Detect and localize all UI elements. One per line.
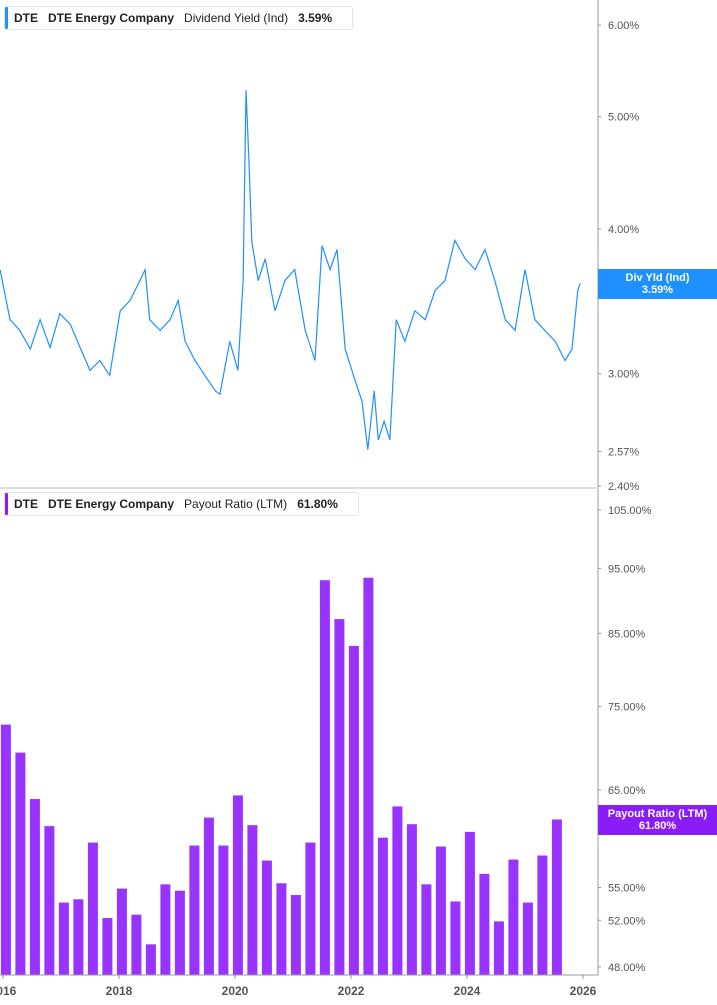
payout-bar (363, 577, 374, 975)
payout-bar (44, 826, 55, 975)
payout-bar (334, 619, 345, 975)
y-tick-label: 5.00% (608, 112, 639, 124)
yield-legend-swatch (5, 7, 8, 29)
legend-metric: Payout Ratio (LTM) (184, 497, 288, 511)
payout-bar (87, 842, 98, 975)
x-tick-label: 2020 (222, 984, 249, 998)
payout-ratio-legend: DTE DTE Energy Company Payout Ratio (LTM… (4, 492, 359, 516)
payout-bar (493, 921, 504, 975)
payout-bar (131, 914, 142, 975)
payout-bar (160, 884, 171, 975)
payout-bar (421, 884, 432, 975)
y-tick-label: 6.00% (608, 20, 639, 32)
payout-bar (247, 825, 258, 975)
legend-company: DTE Energy Company (48, 497, 175, 511)
x-tick-label: 2016 (0, 984, 17, 998)
legend-metric: Dividend Yield (Ind) (184, 11, 289, 25)
payout-bar (551, 819, 562, 975)
payout-bar (174, 890, 185, 975)
y-tick-label: 2.40% (608, 481, 639, 493)
dividend-yield-line (0, 90, 581, 450)
badge-label: Payout Ratio (LTM) (607, 808, 708, 820)
legend-ticker: DTE (14, 497, 38, 511)
y-tick-label: 2.57% (608, 447, 639, 459)
payout-bar (261, 860, 272, 975)
legend-value: 3.59% (298, 11, 333, 25)
payout-bar (203, 817, 214, 975)
payout-bar (58, 902, 69, 975)
payout-bar (73, 899, 84, 975)
y-tick-label: 55.00% (608, 883, 646, 895)
payout-bar (290, 894, 301, 975)
payout-bar (377, 837, 388, 975)
legend-company: DTE Energy Company (48, 11, 175, 25)
payout-legend-swatch (5, 493, 8, 515)
payout-bar (479, 873, 490, 975)
legend-ticker: DTE (14, 11, 38, 25)
x-tick-label: 2026 (570, 984, 597, 998)
payout-bar (29, 799, 40, 975)
payout-bar (102, 918, 113, 975)
y-tick-label: 75.00% (608, 701, 646, 713)
dividend-yield-badge: Div Yld (Ind) 3.59% (598, 269, 717, 299)
y-tick-label: 95.00% (608, 563, 646, 575)
payout-bar (537, 855, 548, 975)
badge-value: 3.59% (641, 284, 674, 296)
x-tick-label: 2022 (338, 984, 365, 998)
dividend-yield-legend: DTE DTE Energy Company Dividend Yield (I… (4, 6, 354, 30)
payout-bar (0, 724, 11, 975)
payout-bar (276, 883, 287, 975)
payout-bar (145, 944, 156, 975)
y-tick-label: 3.00% (608, 369, 639, 381)
y-tick-label: 52.00% (608, 915, 646, 927)
payout-bar (15, 752, 26, 975)
legend-value: 61.80% (297, 497, 338, 511)
payout-bar (218, 845, 229, 975)
payout-bar (392, 806, 403, 975)
y-tick-label: 85.00% (608, 628, 646, 640)
y-tick-label: 65.00% (608, 785, 646, 797)
x-tick-label: 2024 (454, 984, 481, 998)
y-tick-label: 4.00% (608, 224, 639, 236)
payout-bar (508, 859, 519, 975)
payout-bar (319, 580, 330, 975)
badge-value: 61.80% (638, 820, 677, 832)
payout-bar (305, 842, 316, 975)
y-tick-label: 48.00% (608, 962, 646, 974)
payout-bar (348, 645, 359, 975)
payout-bar (189, 845, 200, 975)
payout-bar (464, 831, 475, 975)
payout-bar (406, 824, 417, 975)
payout-bar (232, 795, 243, 975)
payout-bar (116, 888, 127, 975)
badge-label: Div Yld (Ind) (625, 272, 690, 284)
x-tick-label: 2018 (106, 984, 133, 998)
payout-ratio-badge: Payout Ratio (LTM) 61.80% (598, 805, 717, 835)
payout-bar (450, 901, 461, 975)
payout-bar (435, 846, 446, 975)
payout-bar (522, 902, 533, 975)
y-tick-label: 105.00% (608, 505, 652, 517)
